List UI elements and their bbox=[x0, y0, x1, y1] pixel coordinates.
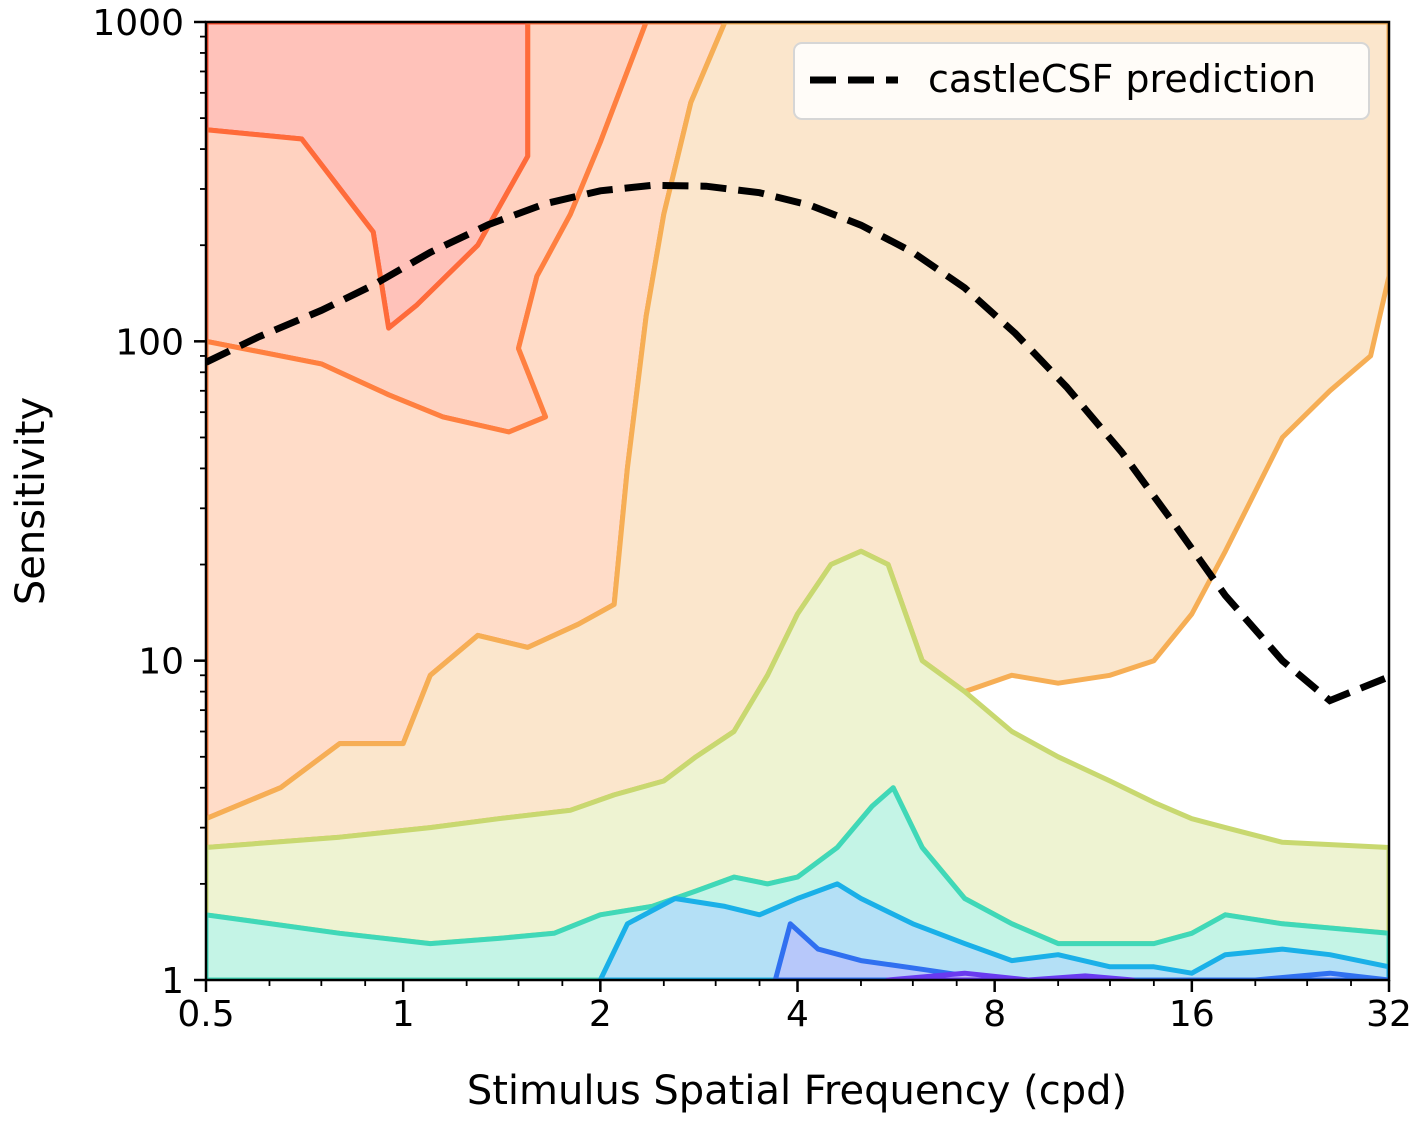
y-tick-label: 1000 bbox=[92, 3, 184, 44]
x-tick-label: 16 bbox=[1169, 994, 1215, 1035]
x-tick-label: 4 bbox=[786, 994, 809, 1035]
y-tick-label: 10 bbox=[138, 642, 184, 683]
contour-band-5 bbox=[206, 785, 1389, 980]
x-tick-label: 8 bbox=[983, 994, 1006, 1035]
x-tick-label: 0.5 bbox=[177, 994, 234, 1035]
series-layer bbox=[206, 181, 1389, 705]
legend: castleCSF prediction bbox=[793, 42, 1370, 120]
legend-box bbox=[793, 42, 1370, 120]
contour-bands bbox=[206, 22, 1389, 980]
contour-band-7 bbox=[772, 921, 1389, 980]
x-axis-label: Stimulus Spatial Frequency (cpd) bbox=[467, 1068, 1127, 1114]
x-tick-label: 2 bbox=[589, 994, 612, 1035]
y-axis-label: Sensitivity bbox=[8, 397, 54, 605]
x-tick-label: 32 bbox=[1366, 994, 1412, 1035]
contour-band-8 bbox=[885, 970, 1136, 980]
series-line-0 bbox=[206, 181, 1389, 705]
y-tick-label: 1 bbox=[161, 961, 184, 1002]
x-tick-label: 1 bbox=[392, 994, 415, 1035]
legend-entry-label: castleCSF prediction bbox=[928, 57, 1316, 101]
y-tick-label: 100 bbox=[115, 322, 184, 363]
